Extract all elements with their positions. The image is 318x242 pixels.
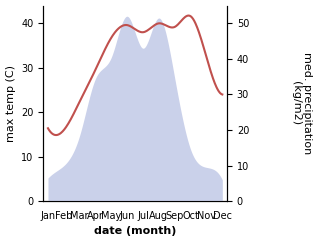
Y-axis label: med. precipitation
(kg/m2): med. precipitation (kg/m2): [291, 52, 313, 154]
X-axis label: date (month): date (month): [94, 227, 176, 236]
Y-axis label: max temp (C): max temp (C): [5, 65, 16, 142]
